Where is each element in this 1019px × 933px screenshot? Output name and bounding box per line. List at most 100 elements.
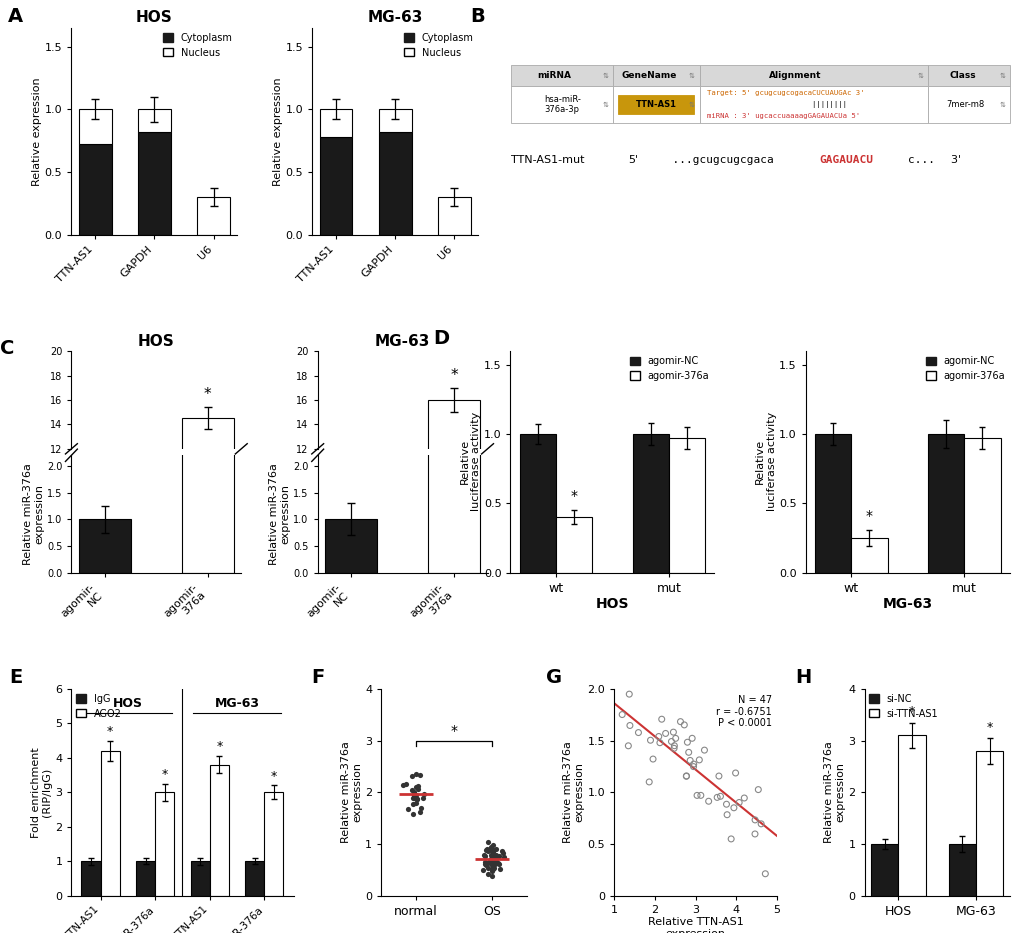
Bar [136,861,155,896]
Point [665,738,682,753]
Point [407,779,423,794]
Text: D: D [432,329,448,348]
Point [685,759,701,774]
Text: ⇅: ⇅ [999,73,1004,78]
Point [676,717,692,732]
Text: ⇅: ⇅ [917,73,923,78]
Point [684,731,700,745]
Text: *: * [216,741,222,753]
Point [482,854,498,869]
Point [685,757,701,772]
X-axis label: MG-63: MG-63 [882,597,932,611]
Point [481,842,497,857]
Point [746,827,762,842]
Point [644,752,660,767]
Text: ⇅: ⇅ [688,73,694,78]
FancyBboxPatch shape [927,86,1009,123]
Point [406,784,422,799]
Bar [668,439,704,573]
Text: TTN-AS1: TTN-AS1 [635,100,677,109]
Point [394,777,411,792]
Bar [851,538,887,573]
Y-axis label: Relative
luciferase activity: Relative luciferase activity [459,412,481,511]
Bar [101,751,119,896]
Point [665,741,682,756]
Point [478,842,494,857]
Bar [632,434,668,573]
Point [480,843,496,858]
Point [405,797,421,812]
Bar [948,844,975,896]
Point [486,853,502,868]
FancyBboxPatch shape [511,86,612,123]
Legend: agomir-NC, agomir-376a: agomir-NC, agomir-376a [925,356,1004,381]
Point [749,782,765,797]
Text: *: * [449,368,458,383]
Point [678,769,694,784]
Text: ⇅: ⇅ [999,102,1004,107]
Bar [79,520,130,573]
Title: HOS: HOS [138,333,174,349]
Point [406,787,422,802]
Bar [264,792,283,896]
Text: C: C [0,340,14,358]
Point [700,794,716,809]
Text: *: * [107,725,113,738]
Point [621,687,637,702]
Point [613,707,630,722]
Point [412,804,428,819]
Text: E: E [9,668,22,688]
Point [487,848,503,863]
Legend: Cytoplasm, Nucleus: Cytoplasm, Nucleus [163,33,232,58]
Point [484,862,500,877]
Bar [181,418,233,595]
Point [483,864,499,879]
Y-axis label: Relative miR-376a
expression: Relative miR-376a expression [269,463,290,564]
Title: HOS: HOS [136,10,172,25]
Point [622,718,638,733]
Point [484,842,500,857]
Point [666,731,683,745]
Bar [245,861,264,896]
Point [487,842,503,856]
Bar [325,583,376,595]
Point [662,734,679,749]
Point [408,787,424,802]
Point [478,856,494,870]
Point [653,712,669,727]
Bar [975,751,1003,896]
Point [731,795,747,810]
Text: ⇅: ⇅ [602,73,607,78]
Point [494,845,511,860]
Text: *: * [908,705,914,718]
Point [479,842,495,856]
Bar [78,145,111,235]
Point [485,848,501,863]
Point [688,788,704,803]
Text: A: A [8,7,23,26]
Point [664,725,681,740]
Point [408,767,424,782]
Point [397,776,414,791]
Point [407,790,423,805]
Y-axis label: Relative expression: Relative expression [272,77,282,186]
Text: *: * [865,508,872,522]
Point [404,768,420,783]
Point [409,779,425,794]
Point [710,769,727,784]
Point [476,848,492,863]
Bar [191,861,210,896]
Text: *: * [570,490,577,504]
Point [484,858,500,873]
Bar [428,0,479,573]
Text: *: * [204,387,211,402]
Point [672,714,688,729]
Text: *: * [270,770,277,783]
Point [486,856,502,871]
Bar [898,735,924,896]
Point [485,849,501,864]
Bar [438,197,471,235]
Text: Target: 5' gcugcugcogacaCUCUAUGAc 3': Target: 5' gcugcugcogacaCUCUAUGAc 3' [706,91,864,96]
Text: ||||||||: |||||||| [706,101,847,108]
Point [483,869,499,884]
